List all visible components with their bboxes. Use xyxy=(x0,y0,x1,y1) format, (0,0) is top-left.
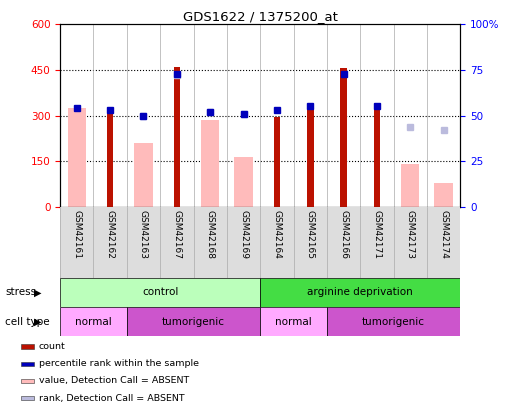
Bar xyxy=(201,120,219,207)
Text: value, Detection Call = ABSENT: value, Detection Call = ABSENT xyxy=(39,376,189,386)
Bar xyxy=(327,307,460,336)
Bar xyxy=(21,396,33,400)
Bar xyxy=(274,117,280,207)
Text: control: control xyxy=(142,288,178,297)
Text: stress: stress xyxy=(5,288,37,297)
Bar xyxy=(307,108,314,207)
Bar xyxy=(60,278,260,307)
Bar xyxy=(435,183,453,207)
Title: GDS1622 / 1375200_at: GDS1622 / 1375200_at xyxy=(183,10,338,23)
Text: tumorigenic: tumorigenic xyxy=(162,317,225,326)
Text: normal: normal xyxy=(275,317,312,326)
Bar xyxy=(21,379,33,383)
Text: tumorigenic: tumorigenic xyxy=(362,317,425,326)
Text: arginine deprivation: arginine deprivation xyxy=(308,288,413,297)
Bar xyxy=(260,278,460,307)
Bar xyxy=(174,67,180,207)
Bar xyxy=(60,307,127,336)
Text: count: count xyxy=(39,342,65,351)
Text: GSM42162: GSM42162 xyxy=(106,211,115,259)
Bar xyxy=(373,107,380,207)
Text: GSM42174: GSM42174 xyxy=(439,211,448,259)
Text: cell type: cell type xyxy=(5,317,50,326)
Text: GSM42165: GSM42165 xyxy=(306,211,315,260)
Text: percentile rank within the sample: percentile rank within the sample xyxy=(39,359,199,368)
Bar xyxy=(67,108,86,207)
Bar xyxy=(340,68,347,207)
Bar xyxy=(21,362,33,366)
Text: GSM42168: GSM42168 xyxy=(206,211,214,260)
Bar xyxy=(234,157,253,207)
Text: ▶: ▶ xyxy=(34,288,41,297)
Text: rank, Detection Call = ABSENT: rank, Detection Call = ABSENT xyxy=(39,394,185,403)
Text: GSM42166: GSM42166 xyxy=(339,211,348,260)
Bar xyxy=(260,307,327,336)
Text: GSM42169: GSM42169 xyxy=(239,211,248,260)
Bar xyxy=(401,164,419,207)
Bar xyxy=(134,143,153,207)
Text: GSM42173: GSM42173 xyxy=(406,211,415,260)
Text: GSM42163: GSM42163 xyxy=(139,211,148,260)
Bar xyxy=(127,307,260,336)
Text: GSM42167: GSM42167 xyxy=(173,211,181,260)
Text: GSM42171: GSM42171 xyxy=(372,211,381,260)
Bar xyxy=(21,344,33,349)
Text: GSM42161: GSM42161 xyxy=(72,211,81,260)
Text: GSM42164: GSM42164 xyxy=(272,211,281,259)
Text: ▶: ▶ xyxy=(34,317,41,326)
Text: normal: normal xyxy=(75,317,112,326)
Bar xyxy=(107,111,113,207)
